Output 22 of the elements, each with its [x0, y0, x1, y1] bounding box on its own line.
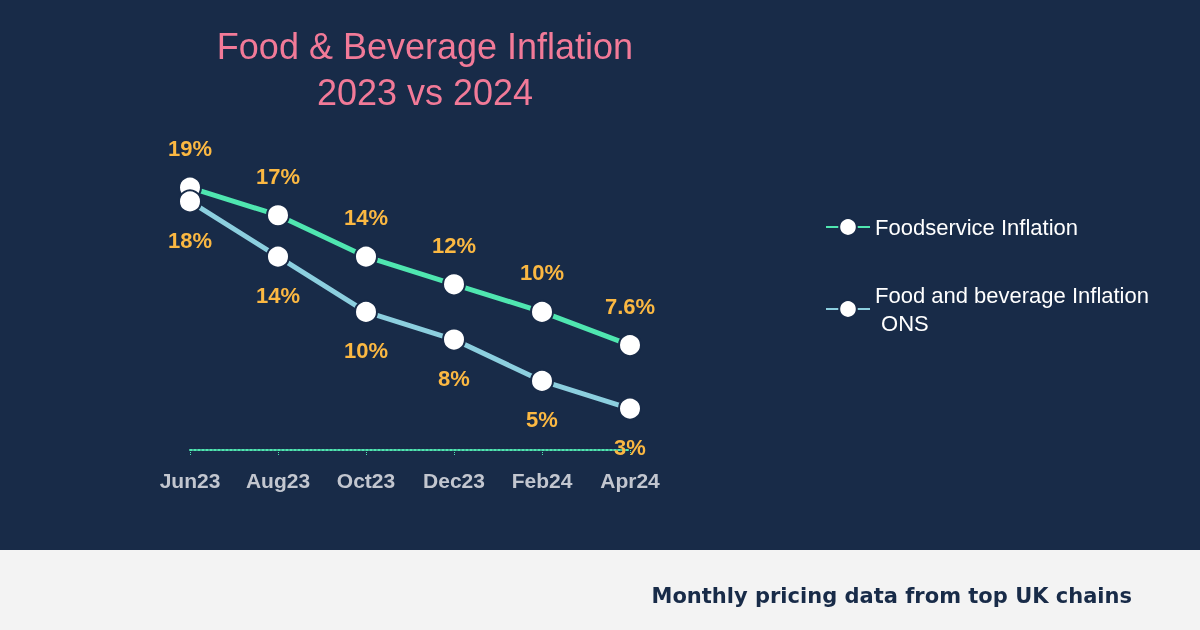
- x-tick-label: Jun23: [159, 469, 221, 492]
- data-label: 3%: [614, 435, 646, 461]
- x-tick-label: Dec23: [423, 469, 485, 492]
- legend-label: Foodservice Inflation: [875, 214, 1078, 240]
- data-label: 10%: [343, 338, 389, 364]
- legend-label: Food and beverage Inflation ONS: [875, 282, 1149, 336]
- data-label: 7.6%: [604, 293, 656, 319]
- data-label: 8%: [438, 366, 470, 392]
- data-label: 18%: [167, 227, 213, 253]
- x-tick-label: Feb24: [511, 469, 573, 492]
- data-label: 14%: [255, 283, 301, 309]
- data-label: 5%: [526, 407, 558, 433]
- x-tick-label: Aug23: [245, 469, 311, 492]
- x-tick-label: Oct23: [336, 469, 396, 492]
- chart-title: Food & Beverage Inflation 2023 vs 2024: [216, 25, 634, 113]
- data-label: 12%: [431, 232, 477, 258]
- x-tick-label: Apr24: [600, 469, 661, 492]
- text: Monthly pricing data from top UK chains: [651, 584, 1132, 608]
- data-label: 19%: [167, 136, 213, 162]
- data-label: 10%: [519, 260, 565, 286]
- data-label: 14%: [343, 205, 389, 231]
- data-label: 17%: [255, 163, 301, 189]
